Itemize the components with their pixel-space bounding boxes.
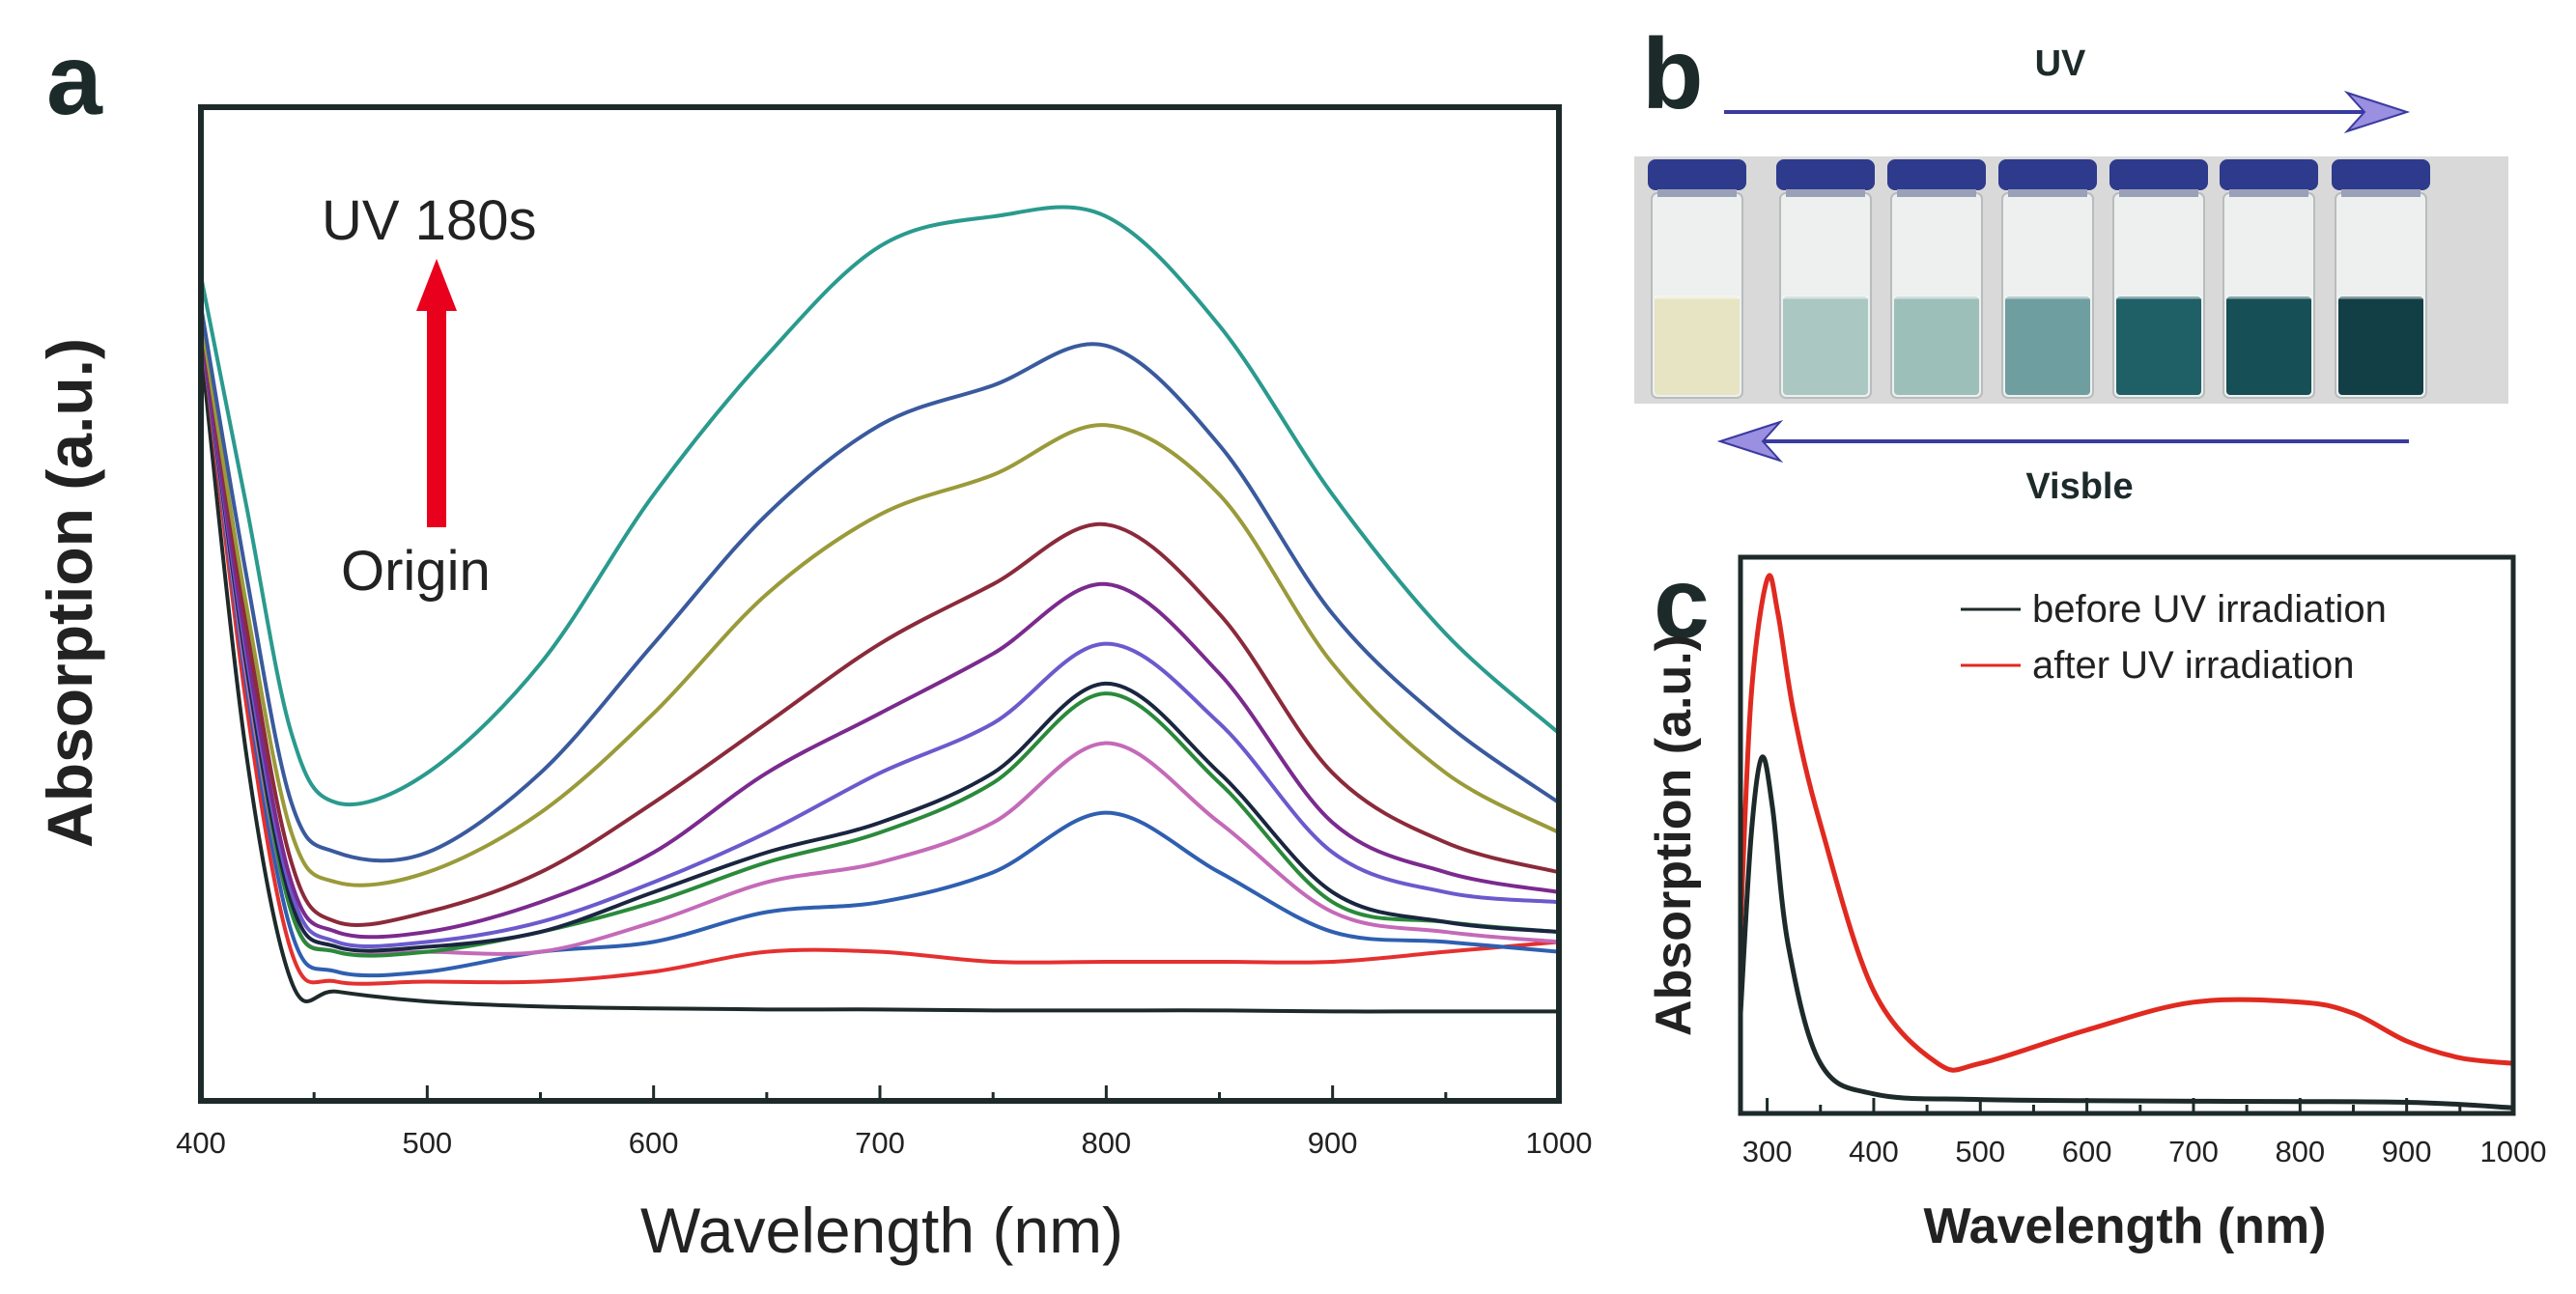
panel-a-series-line-11 [199, 305, 1561, 863]
panel-c-y-axis-title: Absorption (a.u.) [1646, 634, 1702, 1036]
uv-label: UV [2035, 43, 2086, 84]
vial-2 [1776, 159, 1875, 399]
vial-cap [1998, 159, 2097, 190]
vial-4 [1998, 159, 2097, 399]
panel-c-plot: 300 400 500 600 700 800 900 1000 [1738, 554, 2547, 1168]
panel-c-x-tick-label: 900 [2382, 1135, 2432, 1168]
panel-a-x-tick-label: 900 [1308, 1126, 1358, 1160]
panel-a-x-axis-title: Wavelength (nm) [640, 1195, 1123, 1266]
vial-7 [2332, 159, 2430, 399]
panel-a-x-tick-label: 500 [402, 1126, 452, 1160]
vial-3 [1887, 159, 1986, 399]
annotation-origin: Origin [341, 540, 491, 603]
panel-c-series-line-2 [1738, 573, 2514, 1073]
panel-a-series-line-7 [199, 325, 1560, 949]
panel-a-plot: 400 500 600 700 800 900 1000 [176, 104, 1593, 1160]
panel-c-x-axis-title: Wavelength (nm) [1924, 1198, 2327, 1254]
panel-c-x-tick-label: 1000 [2480, 1135, 2547, 1168]
panel-label-c: c [1654, 548, 1710, 660]
red-up-arrow [416, 259, 457, 527]
panel-a-series-line-3 [199, 325, 1560, 978]
panel-a-series-line-10 [199, 315, 1560, 887]
uv-arrow-right [1724, 90, 2411, 134]
panel-c-series-line-1 [1738, 754, 2514, 1111]
vial-cap [2109, 159, 2208, 190]
vial-cap [2220, 159, 2318, 190]
vial-cap [1648, 159, 1746, 190]
panel-c-x-tick-label: 500 [1955, 1135, 2005, 1168]
panel-c-x-tick-label: 400 [1849, 1135, 1899, 1168]
visible-arrow-left [1716, 419, 2409, 464]
annotation-uv-180s: UV 180s [322, 189, 536, 252]
panel-a-x-tick-label: 1000 [1526, 1126, 1593, 1160]
legend: before UV irradiation after UV irradiati… [1961, 588, 2387, 687]
panel-a-series-line-2 [199, 325, 1560, 986]
panel-c-x-tick-label: 800 [2275, 1135, 2325, 1168]
panel-c-x-tick-label: 300 [1742, 1135, 1793, 1168]
panel-c-x-tick-label: 700 [2168, 1135, 2219, 1168]
panel-a-x-tick-label: 700 [855, 1126, 905, 1160]
panel-a-x-tick-label: 600 [629, 1126, 679, 1160]
vial-cap [1887, 159, 1986, 190]
vials-photo [1634, 156, 2508, 404]
vial-5 [2109, 159, 2208, 399]
panel-label-b: b [1642, 18, 1704, 130]
panel-c-x-tick-label: 600 [2062, 1135, 2112, 1168]
panel-a-series-line-1 [199, 345, 1559, 1014]
legend-label-after: after UV irradiation [2032, 644, 2354, 687]
panel-a-x-tick-label: 400 [176, 1126, 226, 1160]
legend-label-before: before UV irradiation [2032, 588, 2387, 631]
panel-a-series-line-6 [199, 325, 1560, 953]
panel-a-x-tick-label: 800 [1081, 1126, 1131, 1160]
vial-cap [1776, 159, 1875, 190]
panel-label-a: a [46, 24, 103, 136]
visible-label: Visble [2025, 466, 2133, 507]
panel-a-y-axis-title: Absorption (a.u.) [34, 338, 105, 848]
vial-1 [1648, 159, 1746, 399]
panel-c-frame [1738, 554, 2516, 1116]
panel-a-series-line-8 [199, 325, 1560, 940]
panel-a-series-line-9 [199, 315, 1560, 927]
vial-6 [2220, 159, 2318, 399]
panel-a-series-line-12 [199, 205, 1561, 807]
vial-cap [2332, 159, 2430, 190]
